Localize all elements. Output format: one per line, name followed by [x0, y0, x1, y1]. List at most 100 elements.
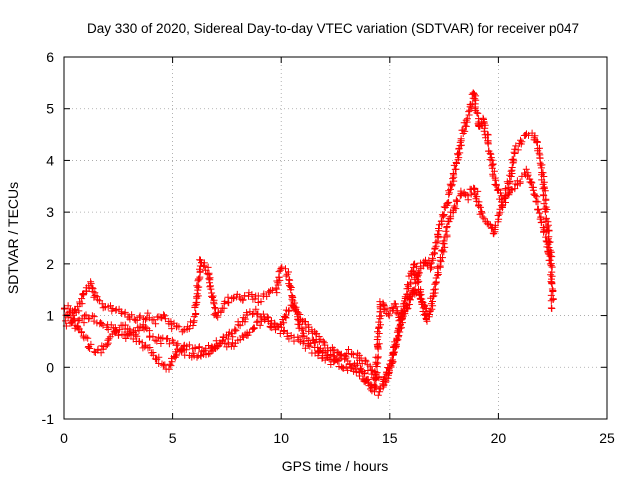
data-point: [388, 303, 396, 311]
data-point: [90, 313, 98, 321]
data-point: [537, 218, 545, 226]
data-point: [336, 350, 344, 358]
data-point: [461, 127, 469, 135]
data-point: [474, 109, 482, 117]
data-point: [418, 300, 426, 308]
data-point: [280, 328, 288, 336]
data-series: [60, 89, 557, 399]
data-point: [319, 337, 327, 345]
data-point: [524, 171, 532, 179]
data-point: [462, 122, 470, 130]
data-point: [189, 322, 197, 329]
data-point: [315, 348, 323, 356]
data-point: [146, 344, 154, 351]
data-point: [522, 165, 530, 173]
data-point: [414, 271, 422, 279]
data-point: [285, 276, 293, 284]
data-point: [214, 313, 222, 321]
data-point: [210, 298, 218, 306]
data-point: [535, 149, 543, 157]
data-point: [437, 217, 445, 225]
data-point: [497, 202, 505, 210]
data-point: [354, 360, 361, 368]
data-point: [457, 135, 465, 143]
data-point: [200, 350, 207, 358]
data-point: [135, 327, 143, 335]
data-point: [377, 321, 384, 329]
data-point: [489, 229, 497, 237]
data-point: [374, 391, 382, 399]
data-point: [467, 101, 475, 109]
data-point: [196, 268, 204, 276]
data-point: [64, 313, 72, 321]
data-point: [453, 197, 461, 205]
data-point: [175, 323, 183, 331]
data-point: [544, 227, 552, 235]
data-point: [375, 340, 383, 348]
data-point: [443, 231, 451, 239]
data-point: [86, 345, 94, 352]
data-point: [259, 310, 267, 318]
data-point: [264, 314, 272, 322]
data-point: [546, 252, 554, 260]
data-point: [196, 256, 204, 264]
data-point: [209, 292, 217, 300]
data-point: [484, 131, 492, 139]
data-point: [88, 312, 96, 320]
data-point: [62, 317, 70, 325]
data-point: [390, 349, 398, 357]
data-point: [207, 285, 215, 293]
data-point: [257, 298, 265, 306]
data-point: [389, 358, 397, 366]
data-point: [216, 339, 224, 347]
data-point: [376, 298, 384, 306]
data-point: [531, 192, 539, 199]
data-point: [454, 151, 462, 159]
data-point: [71, 321, 79, 329]
data-point: [391, 341, 399, 349]
data-point: [453, 160, 460, 167]
data-point: [276, 266, 284, 274]
data-point: [90, 293, 98, 301]
data-point: [205, 275, 213, 283]
data-point: [414, 276, 422, 284]
data-point: [542, 237, 550, 245]
data-point: [427, 265, 434, 273]
data-point: [80, 319, 88, 327]
data-point: [464, 192, 472, 200]
data-point: [82, 333, 90, 341]
data-point: [534, 206, 542, 214]
data-point: [549, 296, 557, 303]
data-point: [456, 149, 464, 157]
data-point: [211, 343, 219, 351]
data-point: [495, 185, 503, 193]
data-point: [435, 227, 443, 235]
data-point: [547, 271, 555, 279]
data-point: [462, 116, 470, 124]
data-point: [78, 329, 85, 336]
data-point: [280, 319, 288, 327]
data-point: [193, 293, 201, 301]
data-point: [434, 231, 442, 239]
data-point: [87, 340, 95, 348]
data-point: [511, 145, 519, 153]
data-point: [431, 285, 439, 293]
data-point: [393, 337, 401, 345]
plot-frame: [63, 56, 608, 420]
data-point: [509, 155, 517, 163]
data-point: [480, 127, 488, 135]
x-tick-label: 25: [599, 430, 615, 446]
data-point: [314, 352, 322, 360]
data-point: [165, 340, 173, 348]
x-tick-label: 15: [382, 430, 398, 446]
data-point: [84, 334, 92, 342]
data-point: [420, 311, 428, 318]
data-point: [398, 309, 406, 317]
data-point: [93, 293, 101, 301]
data-point: [451, 165, 459, 173]
data-point: [160, 311, 168, 319]
data-point: [224, 293, 232, 301]
data-point: [112, 306, 120, 314]
data-point: [342, 352, 350, 360]
data-point: [410, 263, 417, 271]
